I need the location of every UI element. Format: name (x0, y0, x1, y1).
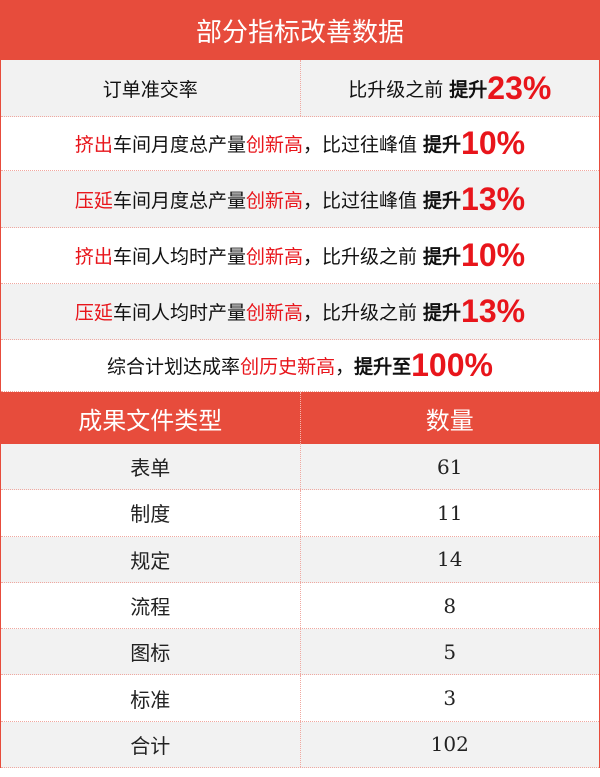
header-count: 数量 (299, 392, 600, 444)
table-row: 流程 8 (1, 582, 600, 630)
file-type-cell: 表单 (130, 456, 171, 481)
metric-middle: 车间人均时产量 (112, 302, 246, 324)
file-type-cell: 流程 (130, 595, 171, 620)
metrics-list: 订单准交率 比升级之前 提升 23% 挤出 车间月度总产量 创新高 ，比过往峰值 提升 10… (1, 60, 599, 392)
metric-row: 订单准交率 比升级之前 提升 23% (1, 60, 599, 117)
metric-highlight: 创历史新高 (240, 356, 336, 378)
metric-boost: 提升至 (354, 356, 412, 378)
files-table: 表单 61 制度 11 规定 14 流程 8 图标 5 标准 3 合计 102 (1, 444, 600, 769)
metric-value: 100% (411, 347, 493, 383)
metric-boost: 提升 (449, 78, 488, 101)
metric-value: 13% (461, 293, 526, 329)
count-cell: 61 (299, 444, 600, 490)
metric-boost: 提升 (423, 134, 462, 156)
metric-value: 13% (461, 180, 526, 217)
files-table-header: 成果文件类型 数量 (1, 392, 599, 444)
metric-suffix: ，比升级之前 (302, 302, 424, 324)
metric-row: 压延 车间人均时产量 创新高 ，比升级之前 提升 13% (1, 284, 599, 340)
metric-boost: 提升 (423, 189, 462, 212)
table-row: 标准 3 (1, 675, 600, 722)
metric-result: 比升级之前 提升 23% (299, 60, 600, 116)
metric-suffix: ， (335, 356, 355, 378)
metric-middle: 综合计划达成率 (107, 356, 241, 378)
metric-label: 订单准交率 (102, 78, 198, 101)
metric-boost: 提升 (423, 246, 462, 268)
page-title: 部分指标改善数据 (1, 0, 599, 60)
metric-prefix: 压延 (74, 189, 113, 212)
table-row: 制度 11 (1, 490, 600, 537)
table-row: 合计 102 (1, 721, 600, 769)
metric-suffix: ，比过往峰值 (302, 189, 424, 212)
count-cell: 8 (299, 582, 600, 629)
count-cell: 3 (299, 675, 600, 721)
metric-highlight: 创新高 (245, 246, 303, 268)
metric-prefix: 压延 (74, 302, 113, 324)
metric-boost: 提升 (423, 302, 462, 324)
table-row: 图标 5 (1, 629, 600, 676)
file-type-cell: 规定 (130, 548, 171, 573)
count-cell: 5 (299, 629, 600, 675)
metric-row: 挤出 车间月度总产量 创新高 ，比过往峰值 提升 10% (1, 117, 599, 171)
metric-suffix: ，比升级之前 (302, 246, 424, 268)
metric-value: 10% (461, 237, 526, 273)
file-type-cell: 合计 (130, 733, 171, 758)
table-row: 规定 14 (1, 536, 600, 583)
count-cell: 11 (299, 490, 600, 536)
count-cell: 14 (299, 536, 600, 582)
metric-prefix: 挤出 (74, 246, 113, 268)
metric-value: 10% (461, 125, 526, 161)
file-type-cell: 标准 (130, 687, 171, 712)
count-cell: 102 (299, 721, 600, 768)
metric-middle: 车间人均时产量 (112, 246, 246, 268)
metric-row: 综合计划达成率 创历史新高，提升至 100% (1, 340, 599, 392)
metric-highlight: 创新高 (245, 134, 303, 156)
file-type-cell: 图标 (130, 641, 171, 666)
metric-row: 挤出 车间人均时产量 创新高 ，比升级之前 提升 10% (1, 228, 599, 284)
file-type-cell: 制度 (130, 502, 171, 527)
header-file-type: 成果文件类型 (78, 406, 223, 435)
metric-suffix: ，比过往峰值 (302, 134, 424, 156)
metric-prefix: 挤出 (74, 134, 113, 156)
metric-middle: 车间月度总产量 (112, 189, 246, 212)
metric-middle: 车间月度总产量 (112, 134, 246, 156)
table-row: 表单 61 (1, 444, 600, 491)
metric-highlight: 创新高 (245, 189, 303, 212)
metric-value: 23% (487, 69, 552, 106)
metric-compare: 比升级之前 (348, 78, 444, 101)
metric-row: 压延 车间月度总产量 创新高 ，比过往峰值 提升 13% (1, 171, 599, 228)
metric-highlight: 创新高 (245, 302, 303, 324)
